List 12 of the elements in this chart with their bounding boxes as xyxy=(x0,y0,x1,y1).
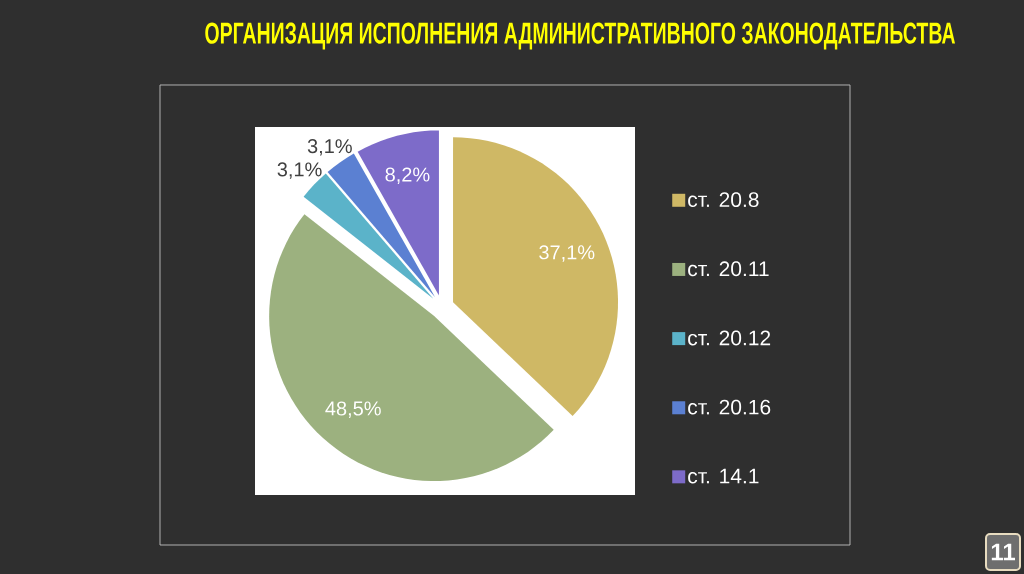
legend-label: ст. 20.11 xyxy=(688,261,769,277)
legend-label: ст. 14.1 xyxy=(688,468,759,484)
text: 11 xyxy=(991,543,1016,561)
legend-label: ст. 20.12 xyxy=(688,330,771,346)
data-label: 48,5% xyxy=(325,401,381,418)
data-label: 8,2% xyxy=(385,167,430,184)
data-label: 3,1% xyxy=(307,139,352,156)
data-label: 37,1% xyxy=(539,245,595,262)
data-label: 3,1% xyxy=(277,162,322,179)
legend-label: ст. 20.16 xyxy=(688,399,771,415)
legend-label: ст. 20.8 xyxy=(688,192,759,208)
chart-title: ОРГАНИЗАЦИЯ ИСПОЛНЕНИЯ АДМИНИСТРАТИВНОГО ЗАКОНОДАТЕЛЬСТВА xyxy=(205,22,956,50)
